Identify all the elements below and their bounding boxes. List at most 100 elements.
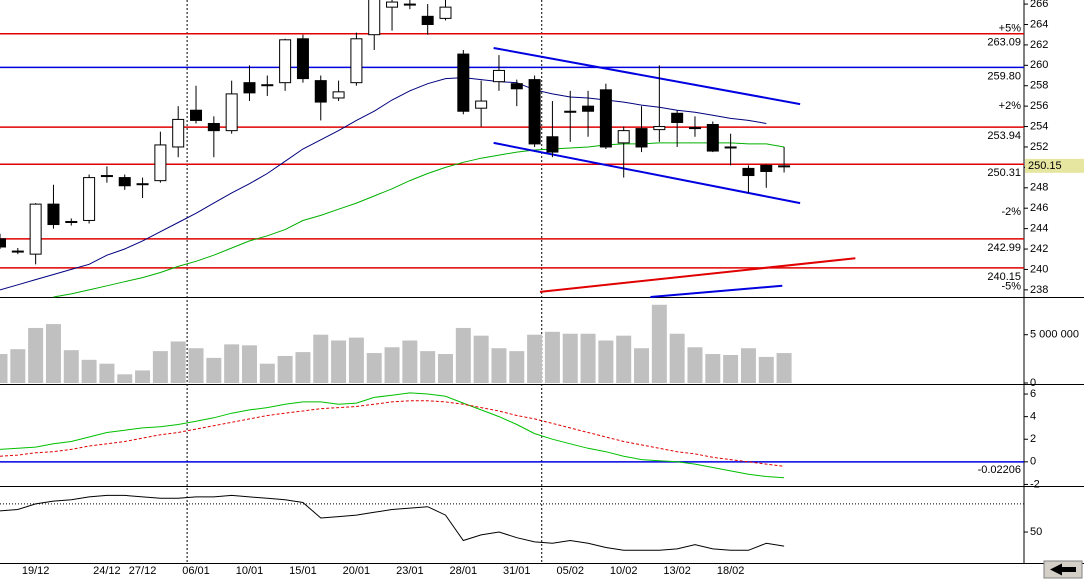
y-tick-label: 242 <box>1030 243 1048 255</box>
y-tick-label: 256 <box>1030 100 1048 112</box>
candle-body <box>172 118 185 148</box>
candle-body <box>118 177 131 187</box>
volume-bar <box>0 354 8 383</box>
candle-body <box>207 122 220 132</box>
candle-body <box>688 127 701 130</box>
volume-bar <box>455 327 471 383</box>
level-label: 263.09 <box>987 37 1021 49</box>
candle-body <box>386 1 399 8</box>
x-tick-label: 18/02 <box>717 565 745 577</box>
level-label: 242.99 <box>987 242 1021 254</box>
candle-body <box>599 89 612 148</box>
y-tick-label: 238 <box>1030 284 1048 296</box>
y-tick-label: 260 <box>1030 59 1048 71</box>
volume-bar <box>687 347 703 383</box>
candle-body <box>510 83 523 90</box>
candle-body <box>528 79 541 145</box>
volume-bar <box>99 363 115 383</box>
candle-body <box>100 175 113 178</box>
y-tick-label: 2 <box>1030 433 1036 445</box>
volume-bar <box>259 363 275 383</box>
percent-label: +5% <box>999 22 1022 34</box>
volume-bar <box>241 345 257 383</box>
volume-bar <box>152 351 168 383</box>
candle-body <box>403 3 416 6</box>
indicator-line <box>0 400 785 467</box>
candle-body <box>225 93 238 132</box>
volume-bar <box>723 354 739 383</box>
candle-body <box>546 136 559 153</box>
candle-body <box>314 80 327 103</box>
candle-body <box>47 203 60 226</box>
candle-body <box>421 15 434 25</box>
volume-bar <box>295 352 311 383</box>
volume-bar <box>63 350 79 383</box>
indicator-line <box>0 392 785 479</box>
y-tick-label: 252 <box>1030 141 1048 153</box>
volume-bar <box>277 355 293 383</box>
volume-bar <box>81 359 97 383</box>
candle-body <box>724 146 737 149</box>
x-tick-label: 23/01 <box>396 565 424 577</box>
volume-bar <box>188 348 204 383</box>
candle-body <box>742 167 755 177</box>
candle-body <box>492 69 505 83</box>
candle-body <box>653 126 666 131</box>
moving-average <box>0 77 767 291</box>
percent-label: -2% <box>1001 206 1021 218</box>
x-tick-label: 20/01 <box>343 565 371 577</box>
candle-body <box>439 6 452 19</box>
candle-body <box>83 177 96 221</box>
volume-bar <box>384 347 400 383</box>
x-tick-label: 31/01 <box>503 565 531 577</box>
x-tick-label: 10/01 <box>236 565 264 577</box>
candle-body <box>778 165 791 168</box>
volume-bar <box>206 357 222 383</box>
volume-bar <box>776 353 792 383</box>
candle-body <box>564 110 577 113</box>
volume-bar <box>669 333 685 383</box>
last-price-box <box>1025 158 1084 173</box>
y-tick-label: 0 <box>1030 377 1036 389</box>
y-tick-label: 264 <box>1030 18 1048 30</box>
x-tick-label: 24/12 <box>93 565 121 577</box>
volume-bar <box>402 340 418 383</box>
volume-bar <box>224 344 240 383</box>
y-tick-label: 0 <box>1030 456 1036 468</box>
volume-bar <box>313 334 329 383</box>
y-tick-label: 248 <box>1030 182 1048 194</box>
y-tick-label: 6 <box>1030 388 1036 400</box>
volume-bar <box>170 341 186 383</box>
candle-body <box>29 203 42 255</box>
trendline <box>650 284 783 298</box>
y-tick-label: 244 <box>1030 223 1048 235</box>
volume-bar <box>758 356 774 383</box>
candle-body <box>261 84 274 87</box>
volume-bar <box>28 327 44 383</box>
volume-bar <box>473 335 489 383</box>
candle-body <box>136 183 149 186</box>
x-tick-label: 15/01 <box>289 565 317 577</box>
candle-body <box>582 105 595 112</box>
volume-bar <box>331 340 347 383</box>
y-tick-label: 50 <box>1030 526 1042 538</box>
candle-body <box>279 39 292 84</box>
volume-bar <box>491 348 507 383</box>
volume-bar <box>348 337 364 383</box>
y-tick-label: 266 <box>1030 0 1048 10</box>
y-tick-label: 254 <box>1030 120 1048 132</box>
plot-area: 263.09 259.80 253.94 250.31 242.99 240.15 +5% +… <box>0 0 1024 563</box>
level-label: 240.15 <box>987 271 1021 283</box>
candle-body <box>243 82 256 94</box>
axes: 2382402422442462482502522542562582602622… <box>22 0 1084 577</box>
x-tick-label: 06/01 <box>182 565 210 577</box>
candle-body <box>457 53 470 112</box>
level-label: 253.94 <box>987 130 1021 142</box>
candle-body <box>350 38 363 84</box>
moving-average <box>53 142 785 298</box>
candle-body <box>475 100 488 109</box>
candle-body <box>368 0 381 36</box>
arrow-icon <box>1050 563 1076 576</box>
volume-bar <box>117 374 133 383</box>
